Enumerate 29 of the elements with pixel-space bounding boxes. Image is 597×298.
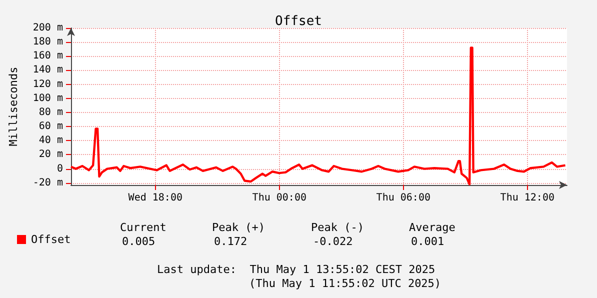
legend-label: Offset <box>31 233 71 246</box>
y-tick-label: 140 m <box>32 64 63 76</box>
text: 0.172 <box>214 235 248 248</box>
y-tick-label: 100 m <box>32 92 63 104</box>
chart-title: Offset <box>275 14 322 29</box>
y-axis-title: Milliseconds <box>7 66 20 146</box>
x-tick-label: Wed 18:00 <box>128 192 182 204</box>
y-tick-label: 180 m <box>32 36 63 48</box>
text: Peak (+) <box>212 221 265 234</box>
y-tick-label: 0 <box>56 163 63 174</box>
text: 0.005 <box>122 235 156 248</box>
text: 0.001 <box>411 235 444 248</box>
text: -0.022 <box>313 235 353 248</box>
text: (Thu May 1 11:55:02 UTC 2025) <box>249 277 442 290</box>
text: Last update: Thu May 1 13:55:02 CEST 2025 <box>157 263 436 276</box>
text: Current <box>120 221 166 234</box>
y-tick-label: -20 m <box>32 177 63 188</box>
x-tick-label: Thu 00:00 <box>252 192 306 204</box>
y-tick-label: 120 m <box>32 78 63 90</box>
y-tick-label: 40 m <box>38 135 63 146</box>
x-tick-label: Thu 06:00 <box>376 192 430 204</box>
text: Average <box>409 221 456 234</box>
x-tick-label: Thu 12:00 <box>500 192 554 204</box>
y-tick-label: 20 m <box>38 149 63 160</box>
y-tick-label: 160 m <box>32 50 63 62</box>
y-tick-label: 60 m <box>38 121 63 132</box>
y-tick-label: 200 m <box>32 22 63 34</box>
y-tick-label: 80 m <box>38 106 63 118</box>
text: Peak (-) <box>311 221 364 234</box>
